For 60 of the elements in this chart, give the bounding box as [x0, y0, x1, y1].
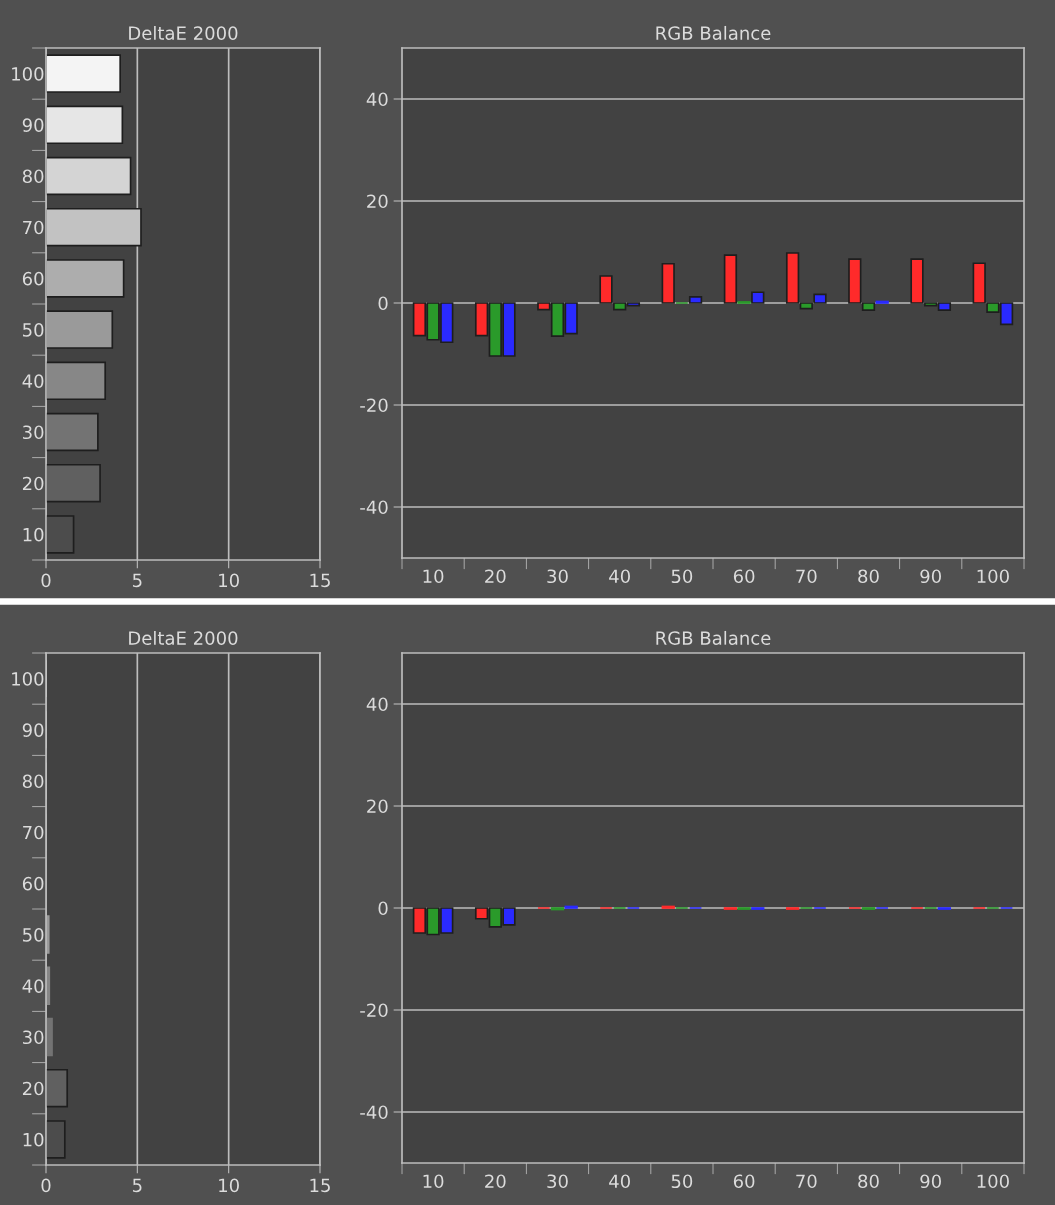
y-tick-label: 90: [22, 723, 44, 737]
y-tick-label: 0: [378, 296, 388, 311]
y-tick-label: 20: [22, 1081, 44, 1096]
y-tick-label: 90: [22, 118, 44, 132]
y-tick-label: 40: [22, 979, 44, 993]
y-tick-label: 50: [23, 323, 44, 337]
x-tick-label: 40: [609, 1174, 630, 1189]
y-tick-label: 20: [367, 194, 388, 209]
y-tick-label: -40: [360, 1105, 388, 1120]
y-tick-label: -40: [360, 500, 388, 515]
x-tick-label: 30: [547, 1174, 568, 1189]
y-tick-label: 80: [22, 774, 44, 789]
x-tick-label: 15: [310, 573, 330, 588]
x-tick-label: 90: [920, 569, 941, 584]
x-tick-label: 60: [733, 569, 755, 584]
x-tick-label: 60: [733, 1174, 755, 1189]
x-tick-label: 15: [310, 1178, 330, 1193]
y-tick-label: -20: [360, 1003, 388, 1018]
chart-title: RGB Balance: [656, 630, 771, 645]
x-tick-label: 70: [796, 569, 817, 584]
y-tick-label: 20: [367, 799, 388, 814]
x-tick-label: 20: [485, 1174, 506, 1189]
y-tick-label: 40: [22, 374, 44, 388]
y-tick-label: 70: [23, 220, 44, 235]
y-tick-label: 60: [22, 876, 44, 891]
x-tick-label: 100: [977, 569, 1009, 584]
x-tick-label: 10: [219, 573, 239, 588]
y-tick-label: 100: [12, 672, 44, 686]
x-tick-label: 80: [858, 569, 879, 584]
x-tick-label: 10: [423, 569, 444, 584]
y-tick-label: -20: [360, 398, 388, 413]
y-tick-label: 0: [378, 901, 388, 916]
y-tick-label: 10: [23, 527, 44, 542]
x-tick-label: 10: [219, 1178, 239, 1193]
y-tick-label: 30: [23, 1030, 44, 1045]
y-tick-label: 20: [22, 476, 44, 491]
x-tick-label: 30: [547, 569, 568, 584]
x-tick-label: 20: [485, 569, 506, 584]
chart-title: DeltaE 2000: [129, 25, 238, 40]
y-tick-label: 50: [23, 928, 44, 942]
x-tick-label: 40: [609, 569, 630, 584]
x-tick-label: 5: [132, 573, 142, 588]
y-tick-label: 80: [22, 169, 44, 184]
chart-title: DeltaE 2000: [129, 630, 238, 645]
y-tick-label: 10: [23, 1132, 44, 1147]
chart-title: RGB Balance: [656, 25, 771, 40]
x-tick-label: 10: [423, 1174, 444, 1189]
y-tick-label: 70: [23, 825, 44, 840]
x-tick-label: 50: [671, 569, 693, 584]
y-tick-label: 100: [12, 67, 44, 81]
x-tick-label: 90: [920, 1174, 941, 1189]
y-tick-label: 60: [22, 271, 44, 286]
x-tick-label: 5: [132, 1178, 142, 1193]
x-tick-label: 50: [671, 1174, 693, 1189]
x-tick-label: 100: [977, 1174, 1009, 1189]
x-tick-label: 70: [796, 1174, 817, 1189]
x-tick-label: 80: [858, 1174, 879, 1189]
y-tick-label: 30: [23, 425, 44, 440]
y-tick-label: 40: [366, 697, 388, 712]
y-tick-label: 40: [366, 92, 388, 107]
